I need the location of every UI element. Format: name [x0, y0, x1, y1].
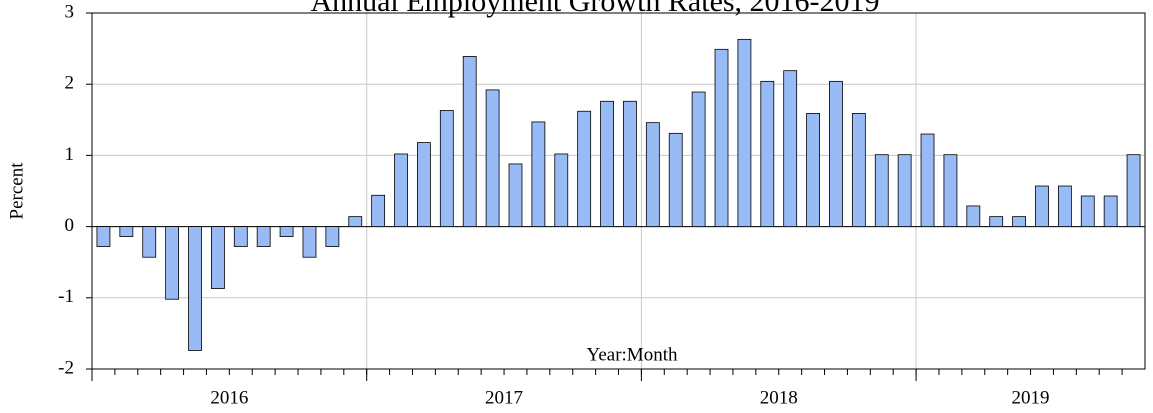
- bar: [531, 121, 546, 227]
- bar: [714, 48, 729, 227]
- bar: [1080, 195, 1095, 227]
- y-axis-label: Percent: [6, 162, 27, 220]
- bar: [1103, 195, 1118, 227]
- y-tick-label: 0: [65, 215, 75, 236]
- bar: [279, 226, 294, 237]
- x-group-label: 2017: [485, 387, 523, 408]
- bar: [233, 226, 248, 247]
- bar: [96, 226, 111, 247]
- bar: [119, 226, 134, 237]
- bar: [348, 216, 363, 228]
- y-tick-label: 3: [65, 1, 75, 22]
- bar: [577, 110, 592, 227]
- bar: [1012, 216, 1026, 228]
- bar: [851, 112, 866, 227]
- bar: [806, 112, 820, 227]
- chart-title: Annual Employment Growth Rates, 2016-201…: [310, 0, 879, 18]
- bar: [325, 226, 340, 247]
- bar: [302, 226, 317, 258]
- bar: [1057, 185, 1072, 228]
- bar: [874, 154, 889, 228]
- bar: [554, 153, 569, 227]
- bar: [188, 226, 202, 351]
- bar: [165, 226, 180, 300]
- x-group-label: 2016: [210, 387, 248, 408]
- x-group-label: 2018: [760, 387, 798, 408]
- bar: [829, 80, 843, 227]
- bar: [691, 91, 706, 227]
- bar: [645, 122, 660, 228]
- bar: [920, 133, 935, 227]
- bar: [211, 226, 225, 289]
- plot-frame: [91, 12, 1146, 370]
- bar: [600, 100, 614, 227]
- bar: [394, 153, 408, 227]
- bar: [760, 80, 775, 227]
- y-tick-label: 2: [65, 73, 75, 94]
- bar: [783, 70, 798, 227]
- y-tick-label: -2: [58, 357, 74, 378]
- bar: [485, 89, 500, 227]
- bar: [989, 216, 1004, 228]
- bar: [897, 154, 912, 228]
- bar: [371, 194, 386, 228]
- bar: [508, 163, 523, 227]
- y-tick-label: -1: [58, 286, 74, 307]
- bar: [1035, 185, 1049, 228]
- bar: [417, 142, 431, 227]
- bar: [737, 38, 752, 227]
- y-tick-label: 1: [65, 144, 75, 165]
- bar: [623, 100, 637, 227]
- bar: [1126, 154, 1141, 228]
- x-group-label: 2019: [1012, 387, 1050, 408]
- bar: [142, 226, 157, 258]
- bar: [256, 226, 271, 247]
- bar: [439, 110, 454, 227]
- bar: [943, 154, 958, 228]
- bar: [462, 56, 477, 227]
- bar: [966, 205, 981, 227]
- bar: [668, 132, 683, 228]
- x-axis-label: Year:Month: [587, 344, 678, 365]
